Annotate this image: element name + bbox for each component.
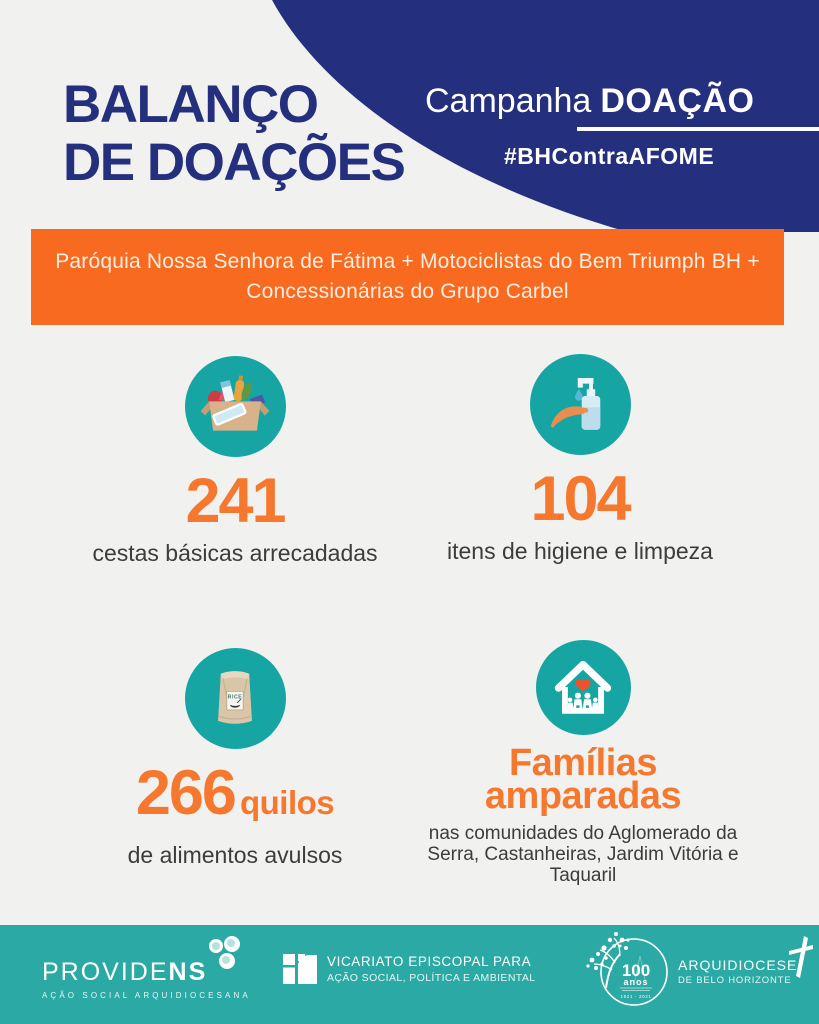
stat-families-title-line2: amparadas (484, 775, 682, 817)
arquidiocese-logo: ARQUIDIOCESE DE BELO HORIZONTE (678, 936, 813, 986)
stat-families-description: nas comunidades do Aglomerado da Serra, … (427, 823, 739, 886)
stat-food-kilos-unit: quilos (239, 784, 335, 821)
providens-circles-icon (209, 936, 245, 991)
page-title: BALANÇO DE DOAÇÕES (63, 75, 406, 192)
stat-hygiene-value: 104 (530, 464, 631, 534)
partners-banner: Paróquia Nossa Senhora de Fátima + Motoc… (31, 229, 784, 325)
stat-food-kilos-value: 266 quilos (80, 762, 390, 833)
page-title-line2: DE DOAÇÕES (63, 133, 406, 192)
centenary-word: anos (623, 977, 648, 987)
stat-hygiene-circle (529, 354, 631, 455)
vicariato-text: VICARIATO EPISCOPAL PARA AÇÃO SOCIAL, PO… (327, 954, 535, 984)
stat-baskets-label: cestas básicas arrecadadas (92, 540, 378, 566)
partners-banner-text: Paróquia Nossa Senhora de Fátima + Motoc… (55, 250, 760, 303)
providens-name-light: PROVIDE (42, 958, 169, 986)
header-background-shape (272, 0, 819, 232)
campaign-underline (577, 127, 819, 131)
vicariato-line1: VICARIATO EPISCOPAL PARA (327, 954, 532, 969)
hand-sanitizer-icon (550, 377, 601, 430)
campaign-label: Campanha (425, 82, 592, 120)
stat-baskets: 241 cestas básicas arrecadadas (85, 356, 385, 568)
footer: PROVIDE NS AÇÃO SOCIAL ARQUIDIOCESANA VIC… (0, 925, 819, 1024)
donation-box-icon (200, 374, 270, 431)
page-title-line1: BALANÇO (63, 75, 319, 134)
stat-baskets-value: 241 (185, 466, 286, 536)
providens-name-bold: NS (168, 958, 208, 986)
providens-wordmark: PROVIDE NS (42, 936, 251, 986)
centenary-100-anos-logo: 100 anos 1921 - 2021 (586, 932, 668, 1006)
centenary-number: 100 (622, 961, 650, 980)
stat-food-kilos-number: 266 (135, 758, 237, 828)
stat-food-kilos-label: de alimentos avulsos (127, 842, 343, 868)
campaign-name: DOAÇÃO (600, 82, 755, 120)
campaign-hashtag: #BHContraAFOME (504, 143, 715, 169)
arquidiocese-line2: DE BELO HORIZONTE (678, 975, 792, 986)
stat-families-title: Famílias amparadas (418, 742, 748, 817)
rice-bag-label: RICE (228, 694, 243, 700)
cross-icon (789, 936, 813, 978)
vicariato-line2: AÇÃO SOCIAL, POLÍTICA E AMBIENTAL (327, 972, 536, 984)
centenary-dates: 1921 - 2021 (620, 994, 651, 999)
stat-food-kilos: RICE 266 quilos de alimentos avulsos (80, 648, 390, 870)
stat-baskets-circle (184, 356, 286, 457)
providens-logo: PROVIDE NS AÇÃO SOCIAL ARQUIDIOCESANA (42, 936, 251, 1000)
stat-food-kilos-circle: RICE (184, 648, 286, 749)
stat-hygiene: 104 itens de higiene e limpeza (430, 354, 730, 566)
vicariato-icon (283, 954, 317, 984)
stat-families-title-line1: Famílias (508, 742, 658, 784)
providens-subtitle: AÇÃO SOCIAL ARQUIDIOCESANA (42, 991, 251, 1000)
arquidiocese-line1: ARQUIDIOCESE (678, 957, 798, 973)
stat-families: Famílias amparadas nas comunidades do Ag… (418, 640, 748, 886)
campaign-title: Campanha DOAÇÃO (425, 82, 754, 121)
vicariato-logo: VICARIATO EPISCOPAL PARA AÇÃO SOCIAL, PO… (282, 951, 535, 987)
family-house-icon (554, 660, 612, 714)
stat-families-circle (535, 640, 631, 735)
stat-hygiene-label: itens de higiene e limpeza (447, 538, 713, 564)
rice-bag-icon: RICE (218, 670, 252, 724)
